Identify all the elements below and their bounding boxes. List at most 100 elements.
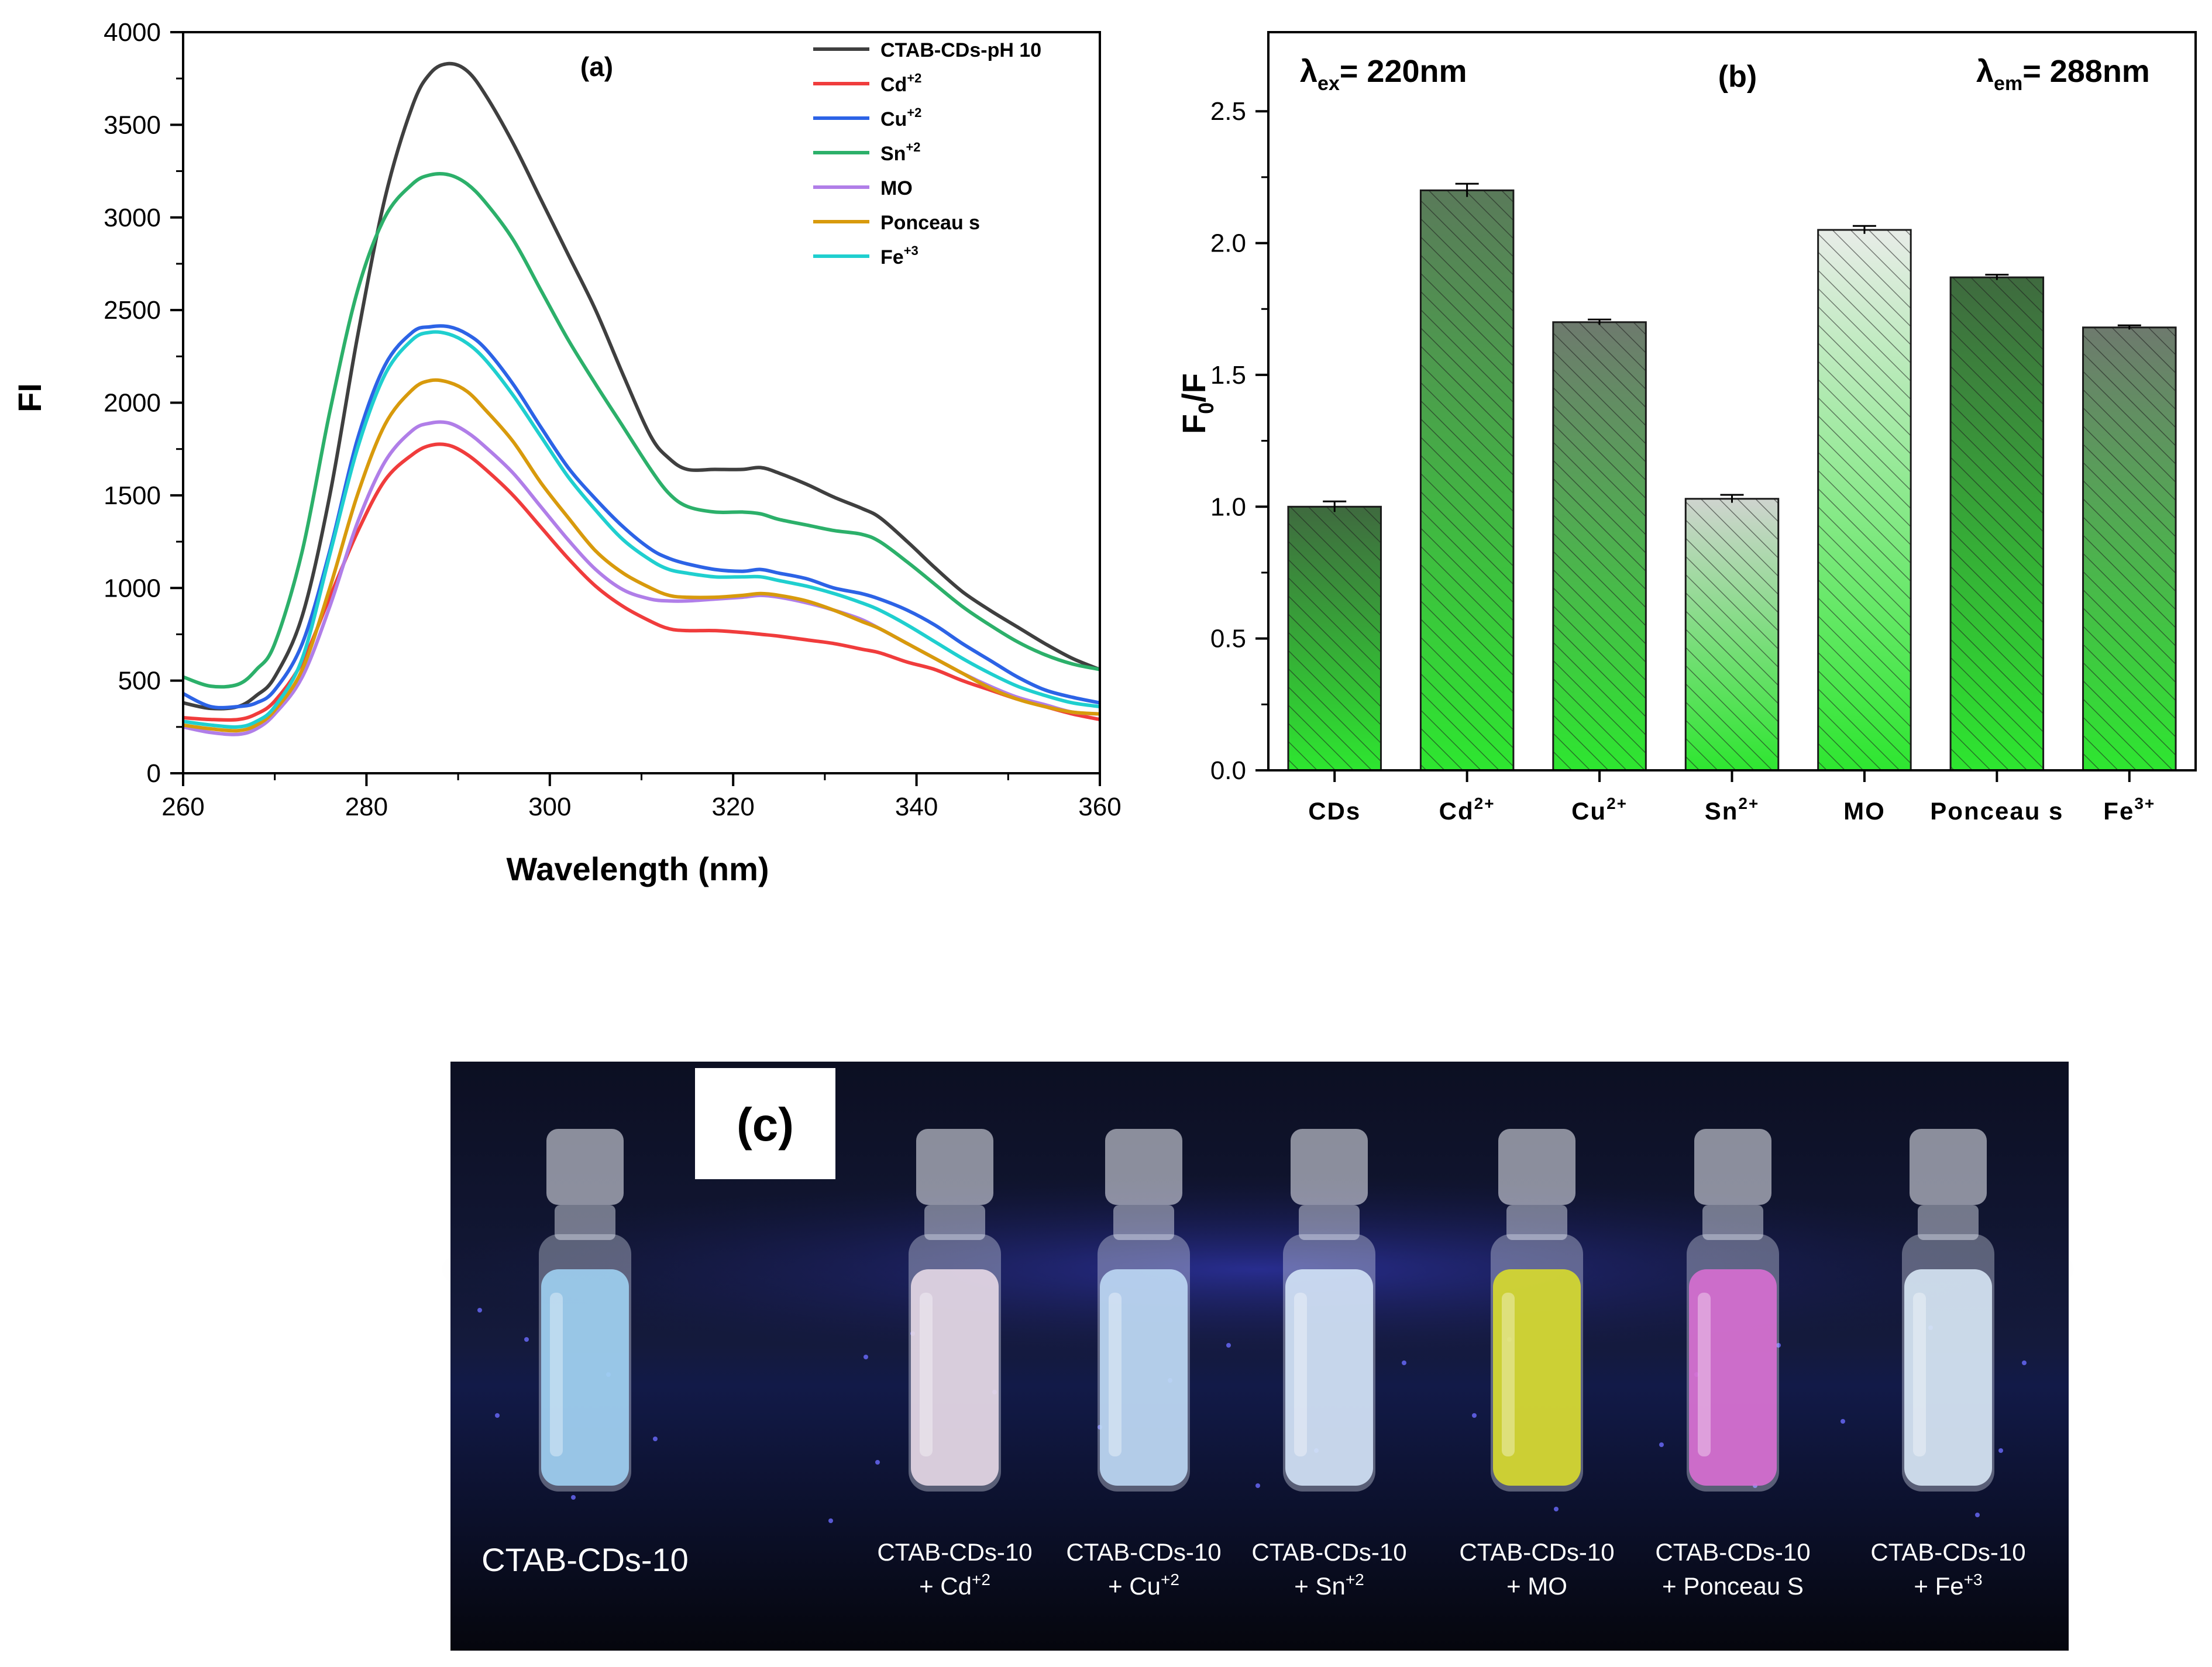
y-tick-label: 3500	[104, 111, 161, 139]
vial-highlight	[1913, 1293, 1926, 1456]
series-line	[183, 442, 1100, 722]
speckle	[2022, 1361, 2027, 1365]
vial-cap-thread	[1498, 1129, 1575, 1205]
y-tick-label: 500	[118, 667, 161, 695]
x-tick-label: 320	[711, 793, 754, 821]
speckle	[606, 1372, 611, 1377]
series-line	[182, 324, 1100, 709]
y-tick-label-b: 0.0	[1210, 756, 1246, 785]
panel-label-a: (a)	[580, 51, 613, 82]
x-tick-label-b: Sn2+	[1705, 794, 1760, 825]
vial-label: CTAB-CDs-10	[1459, 1538, 1614, 1566]
vial-highlight	[1502, 1293, 1515, 1456]
legend-entry: Sn+2	[880, 140, 921, 165]
speckle	[1694, 1372, 1699, 1377]
vial-liquid	[541, 1269, 629, 1486]
vial-glass	[1902, 1234, 1994, 1492]
vial-neck	[1506, 1205, 1567, 1240]
legend-entry: CTAB-CDs-pH 10	[880, 39, 1041, 61]
vial-label: CTAB-CDs-10	[1251, 1538, 1406, 1566]
vial: CTAB-CDs-10 + Ponceau S	[1655, 1129, 1811, 1600]
legend-entry: Cu+2	[880, 105, 921, 130]
speckle	[992, 1390, 997, 1394]
speckle	[910, 1331, 915, 1336]
vial-glass	[1098, 1234, 1190, 1492]
panel-label-b: (b)	[1718, 60, 1757, 94]
speckle	[1998, 1448, 2003, 1453]
series-line	[182, 171, 1100, 689]
series-line	[183, 378, 1100, 733]
x-axis-title: Wavelength (nm)	[506, 850, 769, 887]
vial-liquid	[1285, 1269, 1373, 1486]
speckle	[828, 1518, 833, 1523]
x-tick-label: 360	[1078, 793, 1121, 821]
speckle	[1255, 1483, 1260, 1488]
vial-photo: CTAB-CDs-10 CTAB-CDs-10 + Cd+2 CTAB-CDs-10 +…	[439, 1062, 2077, 1651]
speckle	[1314, 1448, 1319, 1453]
legend-entry: Fe+3	[880, 243, 918, 268]
series-line	[183, 61, 1101, 711]
legend-entry: Ponceau s	[880, 212, 980, 234]
vial-neck	[1113, 1205, 1174, 1240]
y-tick-label: 3000	[104, 204, 161, 232]
vial-label: CTAB-CDs-10	[481, 1541, 689, 1578]
vial: CTAB-CDs-10 + Cu+2	[1066, 1129, 1222, 1600]
vial-glass	[909, 1234, 1001, 1492]
x-tick-label: 260	[161, 793, 204, 821]
vial: CTAB-CDs-10 + MO	[1459, 1129, 1615, 1600]
bar-hatch	[1818, 230, 1911, 770]
y-axis-title-b: F0/F	[1175, 373, 1218, 434]
vial-glass	[1283, 1234, 1375, 1492]
y-tick-label: 1500	[104, 481, 161, 510]
vial-liquid	[1100, 1269, 1188, 1486]
quenching-bar-chart: 0.0 0.5 1.0 1.5 2.0 2.5 CDs Cd2+ Cu2+ Sn2+ MO Ponce…	[1175, 31, 2197, 825]
speckle	[1168, 1378, 1172, 1383]
vial-liquid	[1493, 1269, 1581, 1486]
vial-highlight	[920, 1293, 933, 1456]
speckle	[864, 1355, 868, 1359]
x-tick-label-b: Fe3+	[2103, 794, 2155, 825]
x-tick-label: 340	[895, 793, 938, 821]
y-tick-label: 4000	[104, 18, 161, 47]
vial-glass	[539, 1234, 631, 1492]
vial-cap-thread	[1910, 1129, 1987, 1205]
x-tick-label: 280	[345, 793, 388, 821]
vial-cap-thread	[1291, 1129, 1368, 1205]
speckle	[1659, 1442, 1664, 1447]
vial-cap-thread	[1694, 1129, 1771, 1205]
vial-highlight	[1109, 1293, 1122, 1456]
vial: CTAB-CDs-10 + Fe+3	[1870, 1129, 2026, 1600]
vial-liquid	[911, 1269, 999, 1486]
vial-cap-thread	[1105, 1129, 1182, 1205]
speckle	[1472, 1413, 1477, 1418]
vial-highlight	[1294, 1293, 1307, 1456]
y-tick-label: 1000	[104, 574, 161, 602]
vial-label-additive: + Cu+2	[1108, 1570, 1179, 1600]
excitation-annotation: λex= 220nm	[1300, 54, 1467, 95]
legend-entry: Cd+2	[880, 71, 921, 96]
speckle	[1402, 1361, 1406, 1365]
vial-glass	[1491, 1234, 1583, 1492]
vial-liquid	[1904, 1269, 1992, 1486]
x-tick-label-b: Ponceau s	[1930, 797, 2063, 825]
vial-label-additive: + Ponceau S	[1662, 1572, 1804, 1600]
vial-highlight	[550, 1293, 563, 1456]
vial-label: CTAB-CDs-10	[1066, 1538, 1221, 1566]
speckle	[1975, 1513, 1980, 1517]
vial-glass	[1687, 1234, 1779, 1492]
vial-cap-thread	[916, 1129, 993, 1205]
bar-hatch	[1685, 498, 1778, 770]
y-tick-label-b: 2.0	[1210, 229, 1246, 258]
vial-label-additive: + Fe+3	[1914, 1570, 1982, 1600]
vial-label-additive: + Sn+2	[1294, 1570, 1364, 1600]
speckle	[495, 1413, 500, 1418]
uv-glow	[439, 1176, 2077, 1363]
legend-entry: MO	[880, 177, 913, 199]
vial-label: CTAB-CDs-10	[877, 1538, 1032, 1566]
legend: CTAB-CDs-pH 10 Cd+2 Cu+2 Sn+2 MO Ponceau s Fe+…	[813, 39, 1041, 268]
vial: CTAB-CDs-10 + Cd+2	[877, 1129, 1033, 1600]
bar-hatch	[1553, 322, 1646, 770]
bar-hatch	[1420, 190, 1513, 770]
vial-label: CTAB-CDs-10	[1655, 1538, 1810, 1566]
x-tick-label-b: Cd2+	[1439, 794, 1495, 825]
